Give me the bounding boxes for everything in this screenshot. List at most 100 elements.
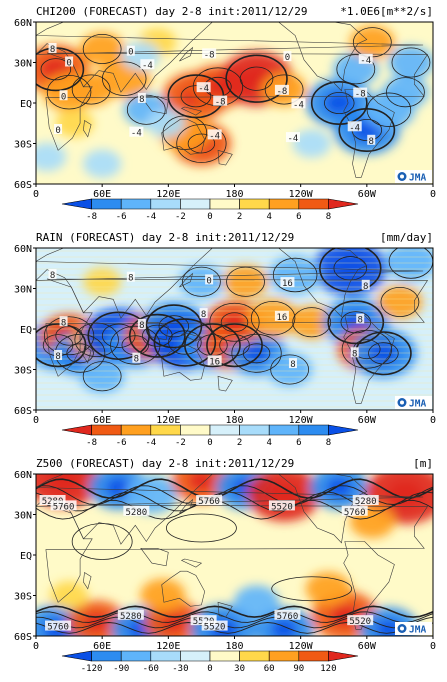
anomaly-blob-24: [36, 142, 67, 172]
contour-ring-9: [176, 124, 227, 163]
colorbar-segment-0: [61, 650, 92, 662]
anomaly-core-14: [270, 619, 298, 636]
contour-label-bg: [347, 615, 374, 626]
contour-ring-12: [209, 302, 260, 342]
colorbar-tick-label: 8: [326, 438, 331, 448]
anomaly-blob-26: [377, 285, 423, 319]
contour-label: -4: [198, 84, 209, 94]
colorbar-segment-7: [268, 650, 300, 662]
contour-label: 16: [209, 357, 220, 367]
anomaly-blob-22: [384, 248, 433, 281]
contour-label-bg: [207, 129, 222, 140]
contour-inner-12: [220, 312, 249, 333]
coastline-3: [247, 22, 368, 92]
anomaly-blob-21: [178, 264, 225, 299]
x-tick-label: 60W: [358, 189, 377, 200]
anomaly-blob-22: [382, 75, 429, 109]
anomaly-core-18: [333, 256, 367, 281]
chart-units: [m]: [413, 457, 433, 470]
anomaly-blob-20: [222, 264, 269, 299]
colorbar-segment-0: [61, 424, 92, 436]
coastline-8: [83, 571, 92, 590]
anomaly-blob-25: [79, 359, 125, 394]
x-tick-label: 120W: [289, 189, 314, 200]
colorbar-segment-2: [120, 424, 152, 436]
x-tick-label: 120W: [289, 641, 314, 652]
contour-label: 5760: [53, 502, 75, 512]
contour-ring-14: [366, 92, 412, 127]
contour-label-bg: [283, 51, 292, 62]
colorbar-tick-label: 2: [237, 212, 242, 222]
contour-ring-0: [36, 323, 87, 368]
contour-label-bg: [54, 350, 63, 360]
y-tick-label: 30S: [14, 140, 32, 151]
contour-labels: 5280552057605280552057605760552052805760…: [39, 495, 379, 633]
x-tick-label: 180: [225, 189, 243, 200]
contour-label: 8: [290, 360, 295, 370]
x-tick-label: 60E: [93, 641, 111, 652]
x-tick-label: 0: [33, 189, 39, 200]
contour-label-bg: [367, 134, 376, 145]
contour-labels: 8 8 8 8 16 8 0 8 8 16 8 16 8 8 8: [48, 269, 370, 370]
contour-label-bg: [137, 318, 146, 329]
contour-label-bg: [54, 124, 63, 134]
contour-ring-16: [341, 329, 392, 369]
x-tick-label: 120E: [156, 189, 180, 200]
contour-north-1: [36, 485, 433, 505]
contour-label-bg: [117, 609, 144, 620]
anomaly-blob-21: [349, 25, 396, 60]
contour-label-bg: [356, 313, 365, 324]
y-tick-label: 60S: [14, 180, 32, 191]
logo-text: JMA: [409, 625, 426, 636]
map-area: 8 8 8 8 16 8 0 8 8 16 8 16 8 8 8: [36, 248, 433, 410]
colorbar-segment-5: [209, 198, 240, 210]
y-tick-label: 60S: [14, 632, 32, 643]
contour-label-bg: [48, 269, 57, 279]
colorbar-tick-label: -8: [86, 438, 97, 448]
contour-label-bg: [274, 84, 289, 95]
contour-ring-10: [162, 115, 208, 150]
anomaly-blob-13: [246, 298, 300, 338]
contour-label: 8: [139, 321, 144, 331]
contour-label: 5760: [47, 623, 69, 633]
coastline-8: [83, 345, 92, 364]
contour-label: 5760: [344, 508, 366, 518]
contour-label-bg: [288, 358, 297, 369]
coastline-9: [217, 601, 233, 618]
contour-ring-20: [226, 266, 265, 297]
colorbar-segment-3: [150, 650, 181, 662]
colorbar-tick-label: -4: [145, 438, 156, 448]
colorbar-tick-label: -2: [175, 212, 186, 222]
contour-labels: 8 -4 -4 0 -8 0 -8 -8 -4 0 0 -4 -4 8 -4 0 -8 8 -4 -4: [48, 43, 376, 147]
contour-ring-14: [292, 307, 332, 338]
colorbar-tick-label: 6: [296, 212, 301, 222]
contour-label: 5520: [349, 617, 371, 627]
colorbar-tick-label: 60: [264, 664, 275, 674]
coastline-2: [161, 118, 206, 155]
contour-label-bg: [350, 347, 359, 358]
y-tick-label: 30N: [14, 285, 32, 296]
coastline-5: [140, 548, 169, 567]
contour-label-bg: [140, 59, 155, 70]
colorbar-segment-4: [180, 424, 211, 436]
contour-label: 5520: [204, 623, 226, 633]
contour-ring-13: [250, 300, 296, 336]
colorbar-segment-0: [61, 198, 92, 210]
x-tick-label: 60W: [358, 415, 377, 426]
colorbar-segment-1: [91, 198, 122, 210]
y-tick-label: 60N: [14, 470, 32, 481]
contour-label: -4: [360, 56, 371, 66]
colorbar-tick-label: 0: [207, 438, 212, 448]
colorbar-segment-2: [120, 198, 152, 210]
chart-title: RAIN (FORECAST) day 2-8 init:2011/12/29: [36, 231, 294, 244]
contour-inner-11: [242, 343, 271, 364]
contour-label-bg: [137, 92, 146, 103]
contour-label: 5760: [277, 612, 299, 622]
contour-label-bg: [352, 495, 379, 505]
contour-lines: [36, 27, 431, 163]
colorbar-tick-label: 120: [320, 664, 336, 674]
coastline-10: [372, 474, 412, 475]
contour-label: 0: [206, 276, 211, 286]
contour-label-bg: [201, 620, 228, 631]
contour-label: 8: [128, 274, 133, 284]
